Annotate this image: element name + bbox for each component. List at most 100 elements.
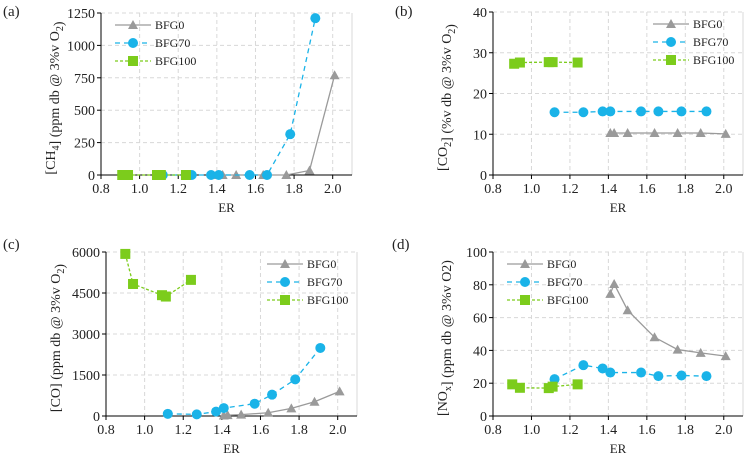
x-tick-label: 2.0 xyxy=(715,423,733,438)
series-BFG70 xyxy=(549,360,712,385)
legend-label: BFG100 xyxy=(547,293,588,307)
y-tick-label: 1250 xyxy=(67,7,95,22)
series-BFG0 xyxy=(218,386,345,420)
y-label-text: ] (%v db @ 3%v O xyxy=(440,34,455,142)
legend: BFG0 BFG70 BFG100 xyxy=(507,257,588,307)
y-label-text: [CH xyxy=(44,150,59,174)
data-point-BFG70 xyxy=(549,374,560,385)
y-tick-label: 80 xyxy=(473,279,487,294)
y-tick-label: 0 xyxy=(480,410,487,425)
data-point-BFG100 xyxy=(185,274,196,285)
x-tick-label: 1.8 xyxy=(285,182,303,197)
data-point-BFG0 xyxy=(695,347,706,357)
x-tick-label: 1.4 xyxy=(213,423,231,438)
legend-label: BFG100 xyxy=(155,54,196,68)
y-label-text: ) xyxy=(444,24,459,29)
data-point-BFG70 xyxy=(213,170,224,180)
y-label-text: ) xyxy=(53,264,68,269)
data-point-BFG0 xyxy=(622,305,633,315)
y-label-subscript: 2 xyxy=(447,29,458,34)
data-point-BFG0 xyxy=(605,288,616,298)
data-point-BFG100 xyxy=(180,170,191,180)
legend: BFG0 BFG70 BFG100 xyxy=(115,18,196,68)
data-point-BFG70 xyxy=(605,106,616,117)
data-point-BFG70 xyxy=(267,389,278,400)
x-tick-label: 1.6 xyxy=(252,423,270,438)
panel-d: (d) 0.8 1.0 1.2 1.4 1.6 1.8 2.0 0 20 40 60 80 100 ER [N… xyxy=(392,237,744,456)
legend-label: BFG70 xyxy=(693,35,728,49)
data-point-legend-BFG100 xyxy=(666,55,676,65)
data-point-BFG100 xyxy=(128,278,139,289)
data-point-BFG0 xyxy=(609,278,620,288)
y-tick-label: 30 xyxy=(473,47,487,62)
x-tick-label: 2.0 xyxy=(715,182,733,197)
data-point-BFG70 xyxy=(701,106,712,117)
panel-label: (c) xyxy=(3,237,20,253)
data-point-BFG70 xyxy=(211,406,222,417)
y-tick-label: 10 xyxy=(473,128,487,143)
x-tick-label: 1.8 xyxy=(677,182,695,197)
data-point-BFG70 xyxy=(191,409,202,420)
data-point-BFG100 xyxy=(547,57,558,68)
series-line-BFG0 xyxy=(218,75,336,176)
x-tick-label: 1.4 xyxy=(600,423,618,438)
series-BFG70 xyxy=(162,342,326,420)
data-point-BFG0 xyxy=(222,410,233,420)
y-tick-label: 1500 xyxy=(72,369,100,384)
legend-label: BFG70 xyxy=(547,275,582,289)
data-point-BFG0 xyxy=(695,128,706,138)
data-point-legend-BFG70 xyxy=(280,277,290,287)
y-tick-label: 60 xyxy=(473,312,487,327)
data-point-BFG70 xyxy=(310,13,321,24)
data-point-BFG0 xyxy=(281,170,292,179)
data-point-legend-BFG0 xyxy=(520,259,530,268)
series-BFG100 xyxy=(120,248,196,302)
y-label-subscript: x xyxy=(443,386,454,391)
x-tick-label: 1.6 xyxy=(638,423,656,438)
data-point-BFG70 xyxy=(605,367,616,378)
series-BFG0 xyxy=(605,128,731,138)
y-tick-label: 4500 xyxy=(72,287,100,302)
data-point-BFG0 xyxy=(609,128,620,138)
data-point-BFG0 xyxy=(334,386,345,396)
legend-label: BFG0 xyxy=(693,17,722,31)
y-tick-label: 40 xyxy=(473,6,487,21)
y-tick-label: 250 xyxy=(74,137,95,152)
x-tick-label: 1.4 xyxy=(600,182,618,197)
x-axis-label: ER xyxy=(610,441,627,456)
y-label-subscript: 2 xyxy=(56,269,67,274)
x-tick-label: 1.0 xyxy=(523,182,541,197)
data-point-BFG100 xyxy=(117,170,128,180)
data-point-BFG100 xyxy=(572,379,583,390)
y-tick-label: 3000 xyxy=(72,328,100,343)
data-point-BFG100 xyxy=(123,170,134,180)
data-point-BFG70 xyxy=(549,107,560,118)
data-point-BFG0 xyxy=(720,128,731,138)
y-label-text: [NO xyxy=(436,391,451,416)
x-tick-label: 1.6 xyxy=(247,182,265,197)
data-point-legend-BFG100 xyxy=(128,56,138,66)
data-point-BFG100 xyxy=(160,291,171,302)
x-axis-label: ER xyxy=(610,200,627,215)
y-label-text: ] (ppm db @ 3%v O2) xyxy=(440,260,455,386)
y-tick-label: 500 xyxy=(74,104,95,119)
legend: BFG0 BFG70 BFG100 xyxy=(653,17,734,67)
y-label-text: ] (ppm db @ 3%v O xyxy=(48,31,63,145)
data-point-BFG70 xyxy=(206,170,217,180)
y-axis-label: [CO2] (%v db @ 3%v O2) xyxy=(436,24,459,171)
data-point-legend-BFG70 xyxy=(666,37,676,47)
data-point-BFG0 xyxy=(304,165,315,175)
data-point-BFG0 xyxy=(672,128,683,138)
legend-label: BFG0 xyxy=(307,257,336,271)
data-point-legend-BFG0 xyxy=(666,19,676,28)
x-tick-label: 1.2 xyxy=(561,423,579,438)
panel-a: (a) 0.8 1.0 1.2 1.4 1.6 1.8 2.0 0 250 500 750 1000 12… xyxy=(3,4,353,215)
data-point-BFG70 xyxy=(653,371,664,382)
y-tick-label: 20 xyxy=(473,377,487,392)
data-point-BFG70 xyxy=(597,363,608,374)
data-point-BFG70 xyxy=(636,367,647,378)
legend-label: BFG100 xyxy=(307,293,348,307)
y-axis-label: [CH4] (ppm db @ 3%v O2) xyxy=(44,21,67,175)
series-BFG100 xyxy=(509,57,583,69)
x-tick-label: 1.8 xyxy=(290,423,308,438)
